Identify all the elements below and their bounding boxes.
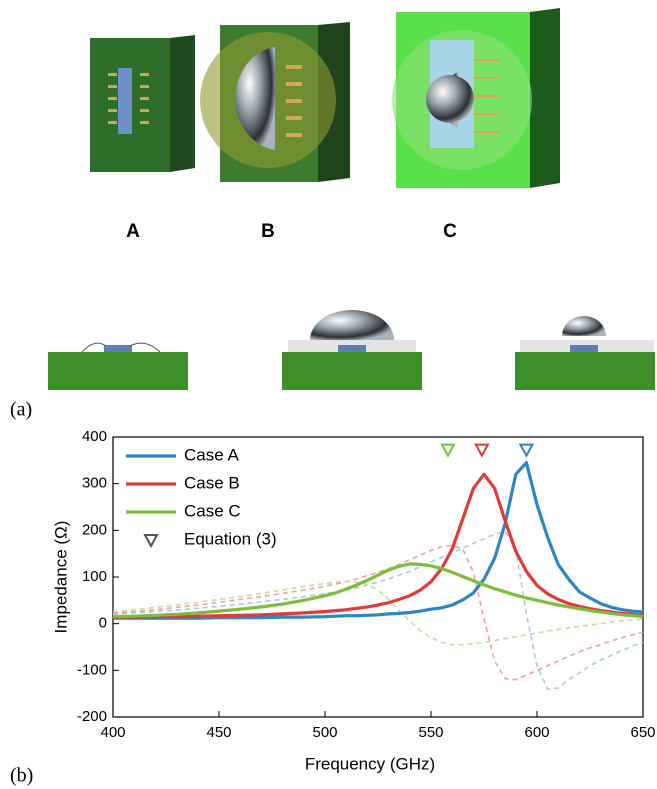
y-tick-label: 200 xyxy=(82,521,107,538)
legend-swatch xyxy=(145,535,157,546)
chip-b xyxy=(200,22,350,182)
y-tick-label: 0 xyxy=(99,615,107,632)
label-c: C xyxy=(443,221,457,242)
label-b: B xyxy=(261,221,275,242)
legend-label: Case C xyxy=(184,501,241,520)
panel-label: (a) xyxy=(10,399,32,421)
y-tick-label: 400 xyxy=(82,428,107,445)
marker xyxy=(442,445,454,456)
chip-c xyxy=(392,8,560,188)
x-tick-label: 650 xyxy=(630,724,655,741)
x-axis-label: Frequency (GHz) xyxy=(305,754,435,773)
x-tick-label: 500 xyxy=(312,724,337,741)
label-a: A xyxy=(126,221,140,242)
y-tick-label: 300 xyxy=(82,475,107,492)
panel-label: (b) xyxy=(10,765,33,787)
imag-line xyxy=(113,531,643,689)
y-axis-label: Impedance (Ω) xyxy=(51,521,70,634)
y-tick-label: 100 xyxy=(82,568,107,585)
legend-label: Equation (3) xyxy=(184,529,277,548)
legend-label: Case B xyxy=(184,473,240,492)
x-tick-label: 550 xyxy=(418,724,443,741)
marker xyxy=(520,445,532,456)
x-tick-label: 400 xyxy=(100,724,125,741)
x-tick-label: 600 xyxy=(524,724,549,741)
y-tick-label: -100 xyxy=(77,661,107,678)
y-tick-label: -200 xyxy=(77,708,107,725)
cross-sections xyxy=(48,310,655,390)
x-tick-label: 450 xyxy=(206,724,231,741)
legend-label: Case A xyxy=(184,445,239,464)
chip-a xyxy=(90,35,195,172)
figure: A B C (a) (b) Frequency (GHz) Impedance … xyxy=(0,0,657,789)
marker xyxy=(476,445,488,456)
